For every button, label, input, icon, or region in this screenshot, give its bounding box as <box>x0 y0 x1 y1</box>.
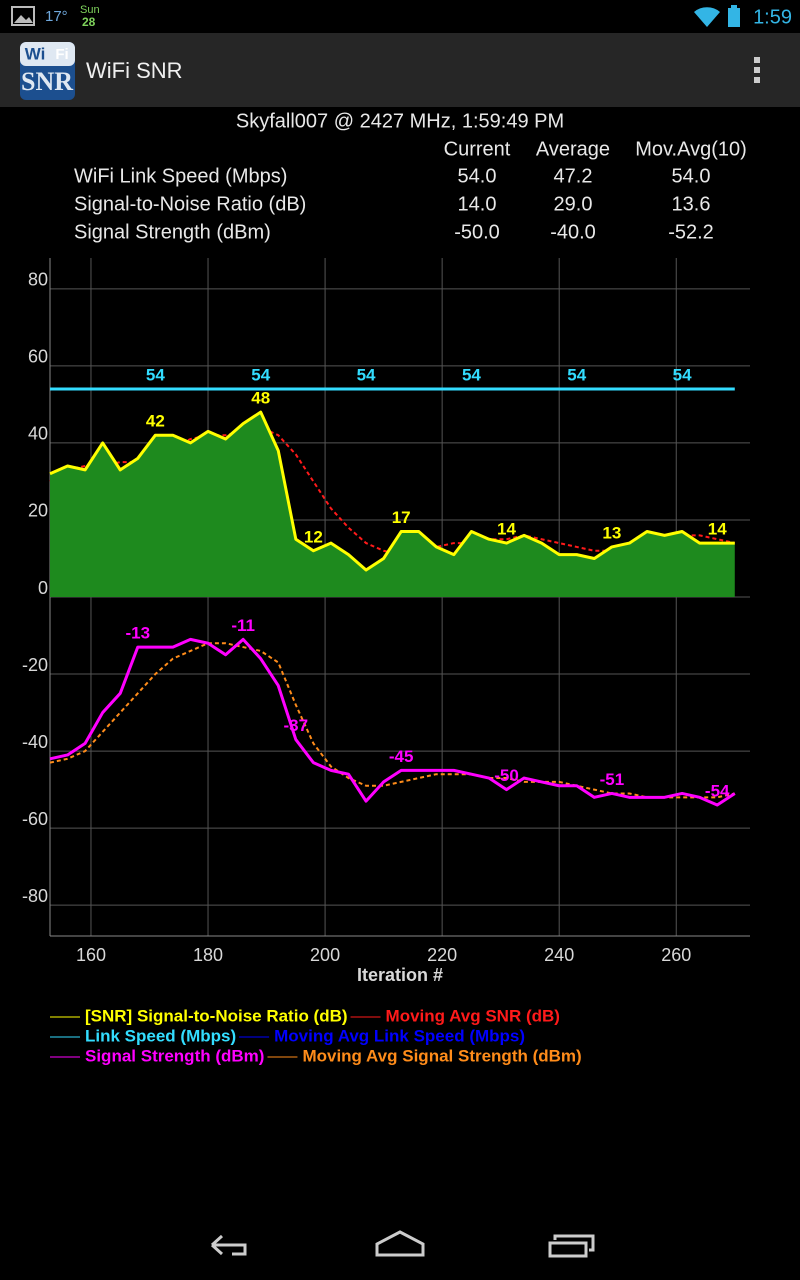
data-label: 54 <box>673 365 692 384</box>
day: Sun <box>80 4 100 16</box>
x-tick-label: 240 <box>544 945 574 965</box>
data-label: 42 <box>146 412 165 431</box>
clock: 1:59 <box>753 6 792 28</box>
column-header: Current <box>444 138 511 160</box>
y-tick-label: -80 <box>22 886 48 906</box>
home-button[interactable] <box>375 1230 425 1257</box>
y-tick-label: 0 <box>38 578 48 598</box>
cell-value: -40.0 <box>550 221 596 243</box>
data-label: -11 <box>231 616 255 635</box>
gallery-icon <box>11 6 35 26</box>
cell-value: 13.6 <box>672 193 711 215</box>
overflow-menu[interactable] <box>754 57 760 83</box>
logo-text: Fi <box>55 46 68 63</box>
data-label: -37 <box>284 716 309 735</box>
cell-value: 29.0 <box>554 193 593 215</box>
legend-label: Link Speed (Mbps) <box>85 1026 236 1045</box>
x-tick-label: 180 <box>193 945 223 965</box>
logo-text: Wi <box>25 44 46 63</box>
back-button[interactable] <box>210 1234 247 1256</box>
y-tick-label: 40 <box>28 424 48 444</box>
status-bar <box>0 0 800 33</box>
date: 28 <box>82 15 96 29</box>
app-bar <box>0 33 800 107</box>
app-title: WiFi SNR <box>86 58 183 83</box>
logo-text: SNR <box>21 67 73 96</box>
info-table: Current Average Mov.Avg(10) WiFi Link Speed… <box>74 138 747 243</box>
info-heading: Skyfall007 @ 2427 MHz, 1:59:49 PM <box>236 110 564 132</box>
cell-value: 54.0 <box>672 165 711 187</box>
snr-area <box>50 412 735 597</box>
cell-value: 14.0 <box>458 193 497 215</box>
cell-value: 47.2 <box>554 165 593 187</box>
data-label: 48 <box>251 389 270 408</box>
series-line <box>49 637 736 807</box>
x-tick-label: 220 <box>427 945 457 965</box>
y-tick-label: 20 <box>28 501 48 521</box>
data-label: 54 <box>462 365 481 384</box>
data-label: 17 <box>392 508 411 527</box>
data-label: 54 <box>251 365 270 384</box>
data-label: -13 <box>126 624 151 643</box>
nav-bar <box>210 1230 595 1258</box>
y-tick-label: -40 <box>22 732 48 752</box>
app-logo-top <box>20 42 75 66</box>
legend: [SNR] Signal-to-Noise Ratio (dB) Moving A… <box>50 1006 582 1065</box>
menu-dot[interactable] <box>754 57 760 63</box>
legend-label: [SNR] Signal-to-Noise Ratio (dB) <box>85 1006 348 1025</box>
data-label: 54 <box>567 365 586 384</box>
temperature: 17° <box>45 8 68 25</box>
row-label: WiFi Link Speed (Mbps) <box>74 165 287 187</box>
cell-value: -52.2 <box>668 221 714 243</box>
x-tick-label: 260 <box>661 945 691 965</box>
gallery-icon-shape <box>14 15 33 23</box>
y-tick-label: -20 <box>22 655 48 675</box>
y-tick-label: -60 <box>22 809 48 829</box>
x-tick-label: 200 <box>310 945 340 965</box>
data-label: 54 <box>357 365 376 384</box>
cell-value: 54.0 <box>458 165 497 187</box>
row-label: Signal Strength (dBm) <box>74 221 271 243</box>
menu-dot[interactable] <box>754 77 760 83</box>
series-line <box>49 642 735 799</box>
data-label: 14 <box>497 520 516 539</box>
legend-label: Moving Avg SNR (dB) <box>386 1006 560 1025</box>
legend-label: Moving Avg Link Speed (Mbps) <box>274 1026 525 1045</box>
recents-button[interactable] <box>548 1234 595 1258</box>
battery-icon <box>728 8 740 27</box>
series-line <box>49 410 735 572</box>
data-label: -45 <box>389 747 414 766</box>
cell-value: -50.0 <box>454 221 500 243</box>
data-label: -51 <box>600 770 625 789</box>
data-label: 14 <box>708 520 727 539</box>
data-label: -54 <box>705 782 730 801</box>
column-header: Average <box>536 138 610 160</box>
data-label: 54 <box>146 365 165 384</box>
y-tick-label: 60 <box>28 347 48 367</box>
x-axis-title: Iteration # <box>357 965 443 985</box>
legend-label: Signal Strength (dBm) <box>85 1046 264 1065</box>
chart: Iteration # -80 -60 -40 -20 0 20 40 60 80 160 180 2… <box>22 258 750 985</box>
battery-tip <box>731 5 737 9</box>
data-label: 13 <box>602 523 621 542</box>
x-tick-label: 160 <box>76 945 106 965</box>
data-label: 12 <box>304 527 323 546</box>
y-tick-label: 80 <box>28 270 48 290</box>
wifi-icon <box>694 7 720 27</box>
menu-dot[interactable] <box>754 67 760 73</box>
row-label: Signal-to-Noise Ratio (dB) <box>74 193 306 215</box>
column-header: Mov.Avg(10) <box>635 138 747 160</box>
data-label: -50 <box>494 766 519 785</box>
legend-label: Moving Avg Signal Strength (dBm) <box>302 1046 581 1065</box>
